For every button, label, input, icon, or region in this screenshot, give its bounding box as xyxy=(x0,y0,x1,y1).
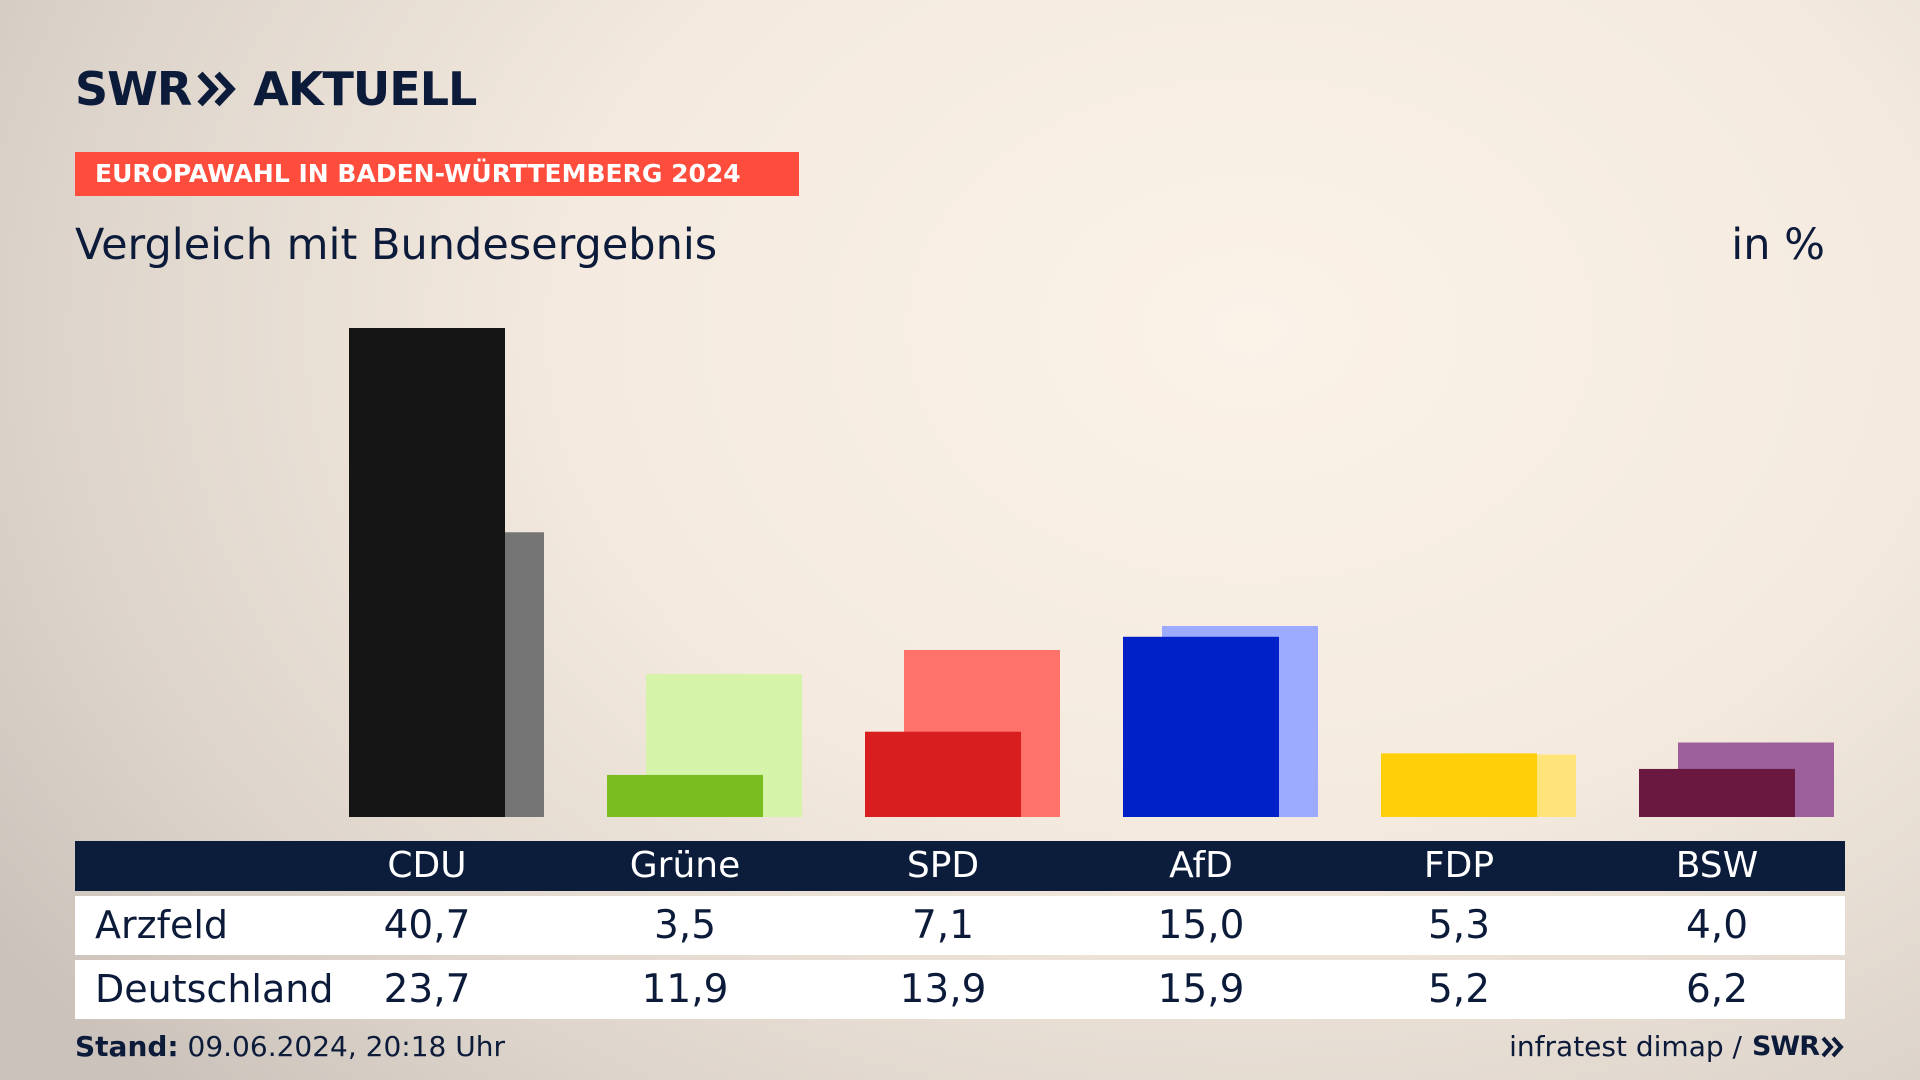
stand-value: 09.06.2024, 20:18 Uhr xyxy=(187,1030,505,1063)
logo-swr-text: SWR xyxy=(75,62,192,116)
value-arzfeld-spd: 7,1 xyxy=(911,903,975,948)
row-label-deutschland: Deutschland xyxy=(95,967,334,1011)
table-header-row: CDU Grüne SPD AfD FDP BSW xyxy=(75,841,1845,891)
value-arzfeld-gruene: 3,5 xyxy=(653,903,717,948)
bar-chart xyxy=(349,328,1834,817)
table-row-arzfeld: Arzfeld 40,7 3,5 7,1 15,0 5,3 4,0 xyxy=(75,896,1845,955)
party-header-cdu: CDU xyxy=(387,845,467,886)
value-deutschland-spd: 13,9 xyxy=(899,967,987,1012)
value-deutschland-fdp: 5,2 xyxy=(1427,967,1491,1012)
timestamp: Stand: 09.06.2024, 20:18 Uhr xyxy=(75,1030,505,1063)
footer-logo-text: SWR xyxy=(1751,1031,1820,1062)
logo-aktuell-text: AKTUELL xyxy=(253,62,477,116)
row-label-arzfeld: Arzfeld xyxy=(95,903,228,947)
table-row-deutschland: Deutschland 23,7 11,9 13,9 15,9 5,2 6,2 xyxy=(75,960,1845,1019)
bar-arzfeld-cdu xyxy=(349,328,505,817)
party-header-fdp: FDP xyxy=(1423,845,1495,886)
double-chevron-icon xyxy=(1821,1036,1844,1057)
swr-footer-logo: SWR xyxy=(1752,1031,1845,1062)
value-deutschland-bsw: 6,2 xyxy=(1685,967,1749,1012)
bar-arzfeld-spd xyxy=(865,731,1021,817)
value-deutschland-cdu: 23,7 xyxy=(383,967,471,1012)
unit-label: in % xyxy=(1731,220,1825,270)
value-arzfeld-afd: 15,0 xyxy=(1157,903,1245,948)
bar-arzfeld-bsw xyxy=(1639,768,1795,817)
party-header-afd: AfD xyxy=(1169,845,1233,886)
source-text: infratest dimap / xyxy=(1509,1030,1742,1063)
party-header-spd: SPD xyxy=(906,845,980,886)
results-table: CDU Grüne SPD AfD FDP BSW Arzfeld 40,7 3… xyxy=(75,841,1845,1019)
party-header-bsw: BSW xyxy=(1675,845,1759,886)
party-header-gruene: Grüne xyxy=(629,845,741,886)
source-credit: infratest dimap / SWR xyxy=(1509,1030,1845,1063)
stand-label: Stand: xyxy=(75,1030,179,1063)
bar-arzfeld-grune xyxy=(607,774,763,817)
double-chevron-icon xyxy=(197,71,237,107)
value-deutschland-afd: 15,9 xyxy=(1157,967,1245,1012)
value-deutschland-gruene: 11,9 xyxy=(641,967,729,1012)
swr-aktuell-logo: SWR AKTUELL xyxy=(75,62,477,116)
value-arzfeld-cdu: 40,7 xyxy=(383,903,471,948)
bar-arzfeld-fdp xyxy=(1381,753,1537,817)
bar-arzfeld-afd xyxy=(1123,636,1279,817)
chart-subtitle: Vergleich mit Bundesergebnis xyxy=(75,220,718,270)
value-arzfeld-bsw: 4,0 xyxy=(1685,903,1749,948)
election-tag: EUROPAWAHL IN BADEN-WÜRTTEMBERG 2024 xyxy=(75,152,799,196)
value-arzfeld-fdp: 5,3 xyxy=(1427,903,1491,948)
